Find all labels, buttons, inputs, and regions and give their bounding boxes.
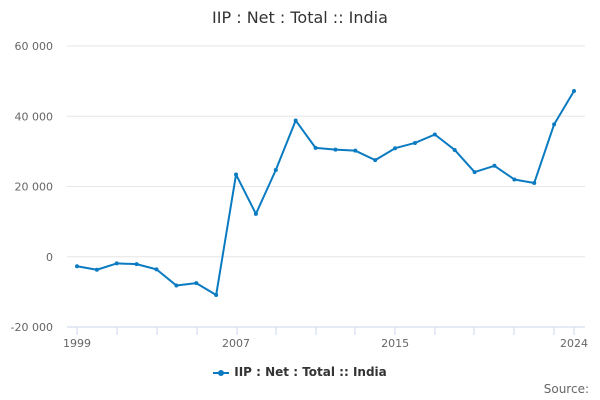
data-point[interactable]	[114, 261, 119, 266]
data-point[interactable]	[253, 211, 258, 216]
data-point[interactable]	[194, 281, 199, 286]
x-tick-label: 2007	[222, 337, 250, 350]
data-point[interactable]	[492, 163, 497, 168]
data-point[interactable]	[134, 262, 139, 267]
data-point[interactable]	[94, 267, 99, 272]
data-point[interactable]	[154, 267, 159, 272]
data-point[interactable]	[373, 158, 378, 163]
legend-label: IIP : Net : Total :: India	[234, 365, 387, 379]
y-tick-label: 20 000	[15, 181, 54, 194]
legend-item[interactable]: IIP : Net : Total :: India	[0, 365, 600, 379]
y-axis-labels: -20 000 0 20 000 40 000 60 000	[11, 40, 53, 334]
data-point[interactable]	[234, 172, 239, 177]
series-line	[76, 90, 575, 297]
data-point[interactable]	[393, 146, 398, 151]
data-point[interactable]	[174, 283, 179, 288]
data-point[interactable]	[512, 177, 517, 182]
data-point[interactable]	[552, 122, 557, 127]
data-point[interactable]	[293, 118, 298, 123]
x-axis: 1999 2007 2015 2024	[63, 326, 588, 350]
data-point[interactable]	[432, 132, 437, 137]
data-point[interactable]	[532, 180, 537, 185]
y-tick-label: 40 000	[15, 110, 54, 123]
data-point[interactable]	[313, 145, 318, 150]
chart-title: IIP : Net : Total :: India	[212, 8, 388, 27]
y-tick-label: 60 000	[15, 40, 54, 53]
x-tick-label: 2015	[381, 337, 409, 350]
data-point[interactable]	[452, 147, 457, 152]
y-tick-label: 0	[46, 251, 53, 264]
data-point[interactable]	[75, 264, 79, 269]
data-point[interactable]	[273, 167, 278, 172]
y-tick-label: -20 000	[11, 321, 53, 334]
data-point[interactable]	[333, 147, 338, 152]
data-point[interactable]	[572, 88, 576, 93]
data-point[interactable]	[214, 293, 219, 298]
source-label: Source:	[543, 382, 589, 396]
data-series	[75, 88, 576, 298]
x-tick-label: 2024	[560, 337, 588, 350]
data-point[interactable]	[353, 148, 358, 153]
x-tick-label: 1999	[63, 337, 91, 350]
legend-line-icon	[213, 369, 230, 376]
data-point[interactable]	[472, 170, 477, 175]
gridlines	[67, 45, 585, 258]
data-point[interactable]	[412, 140, 417, 145]
